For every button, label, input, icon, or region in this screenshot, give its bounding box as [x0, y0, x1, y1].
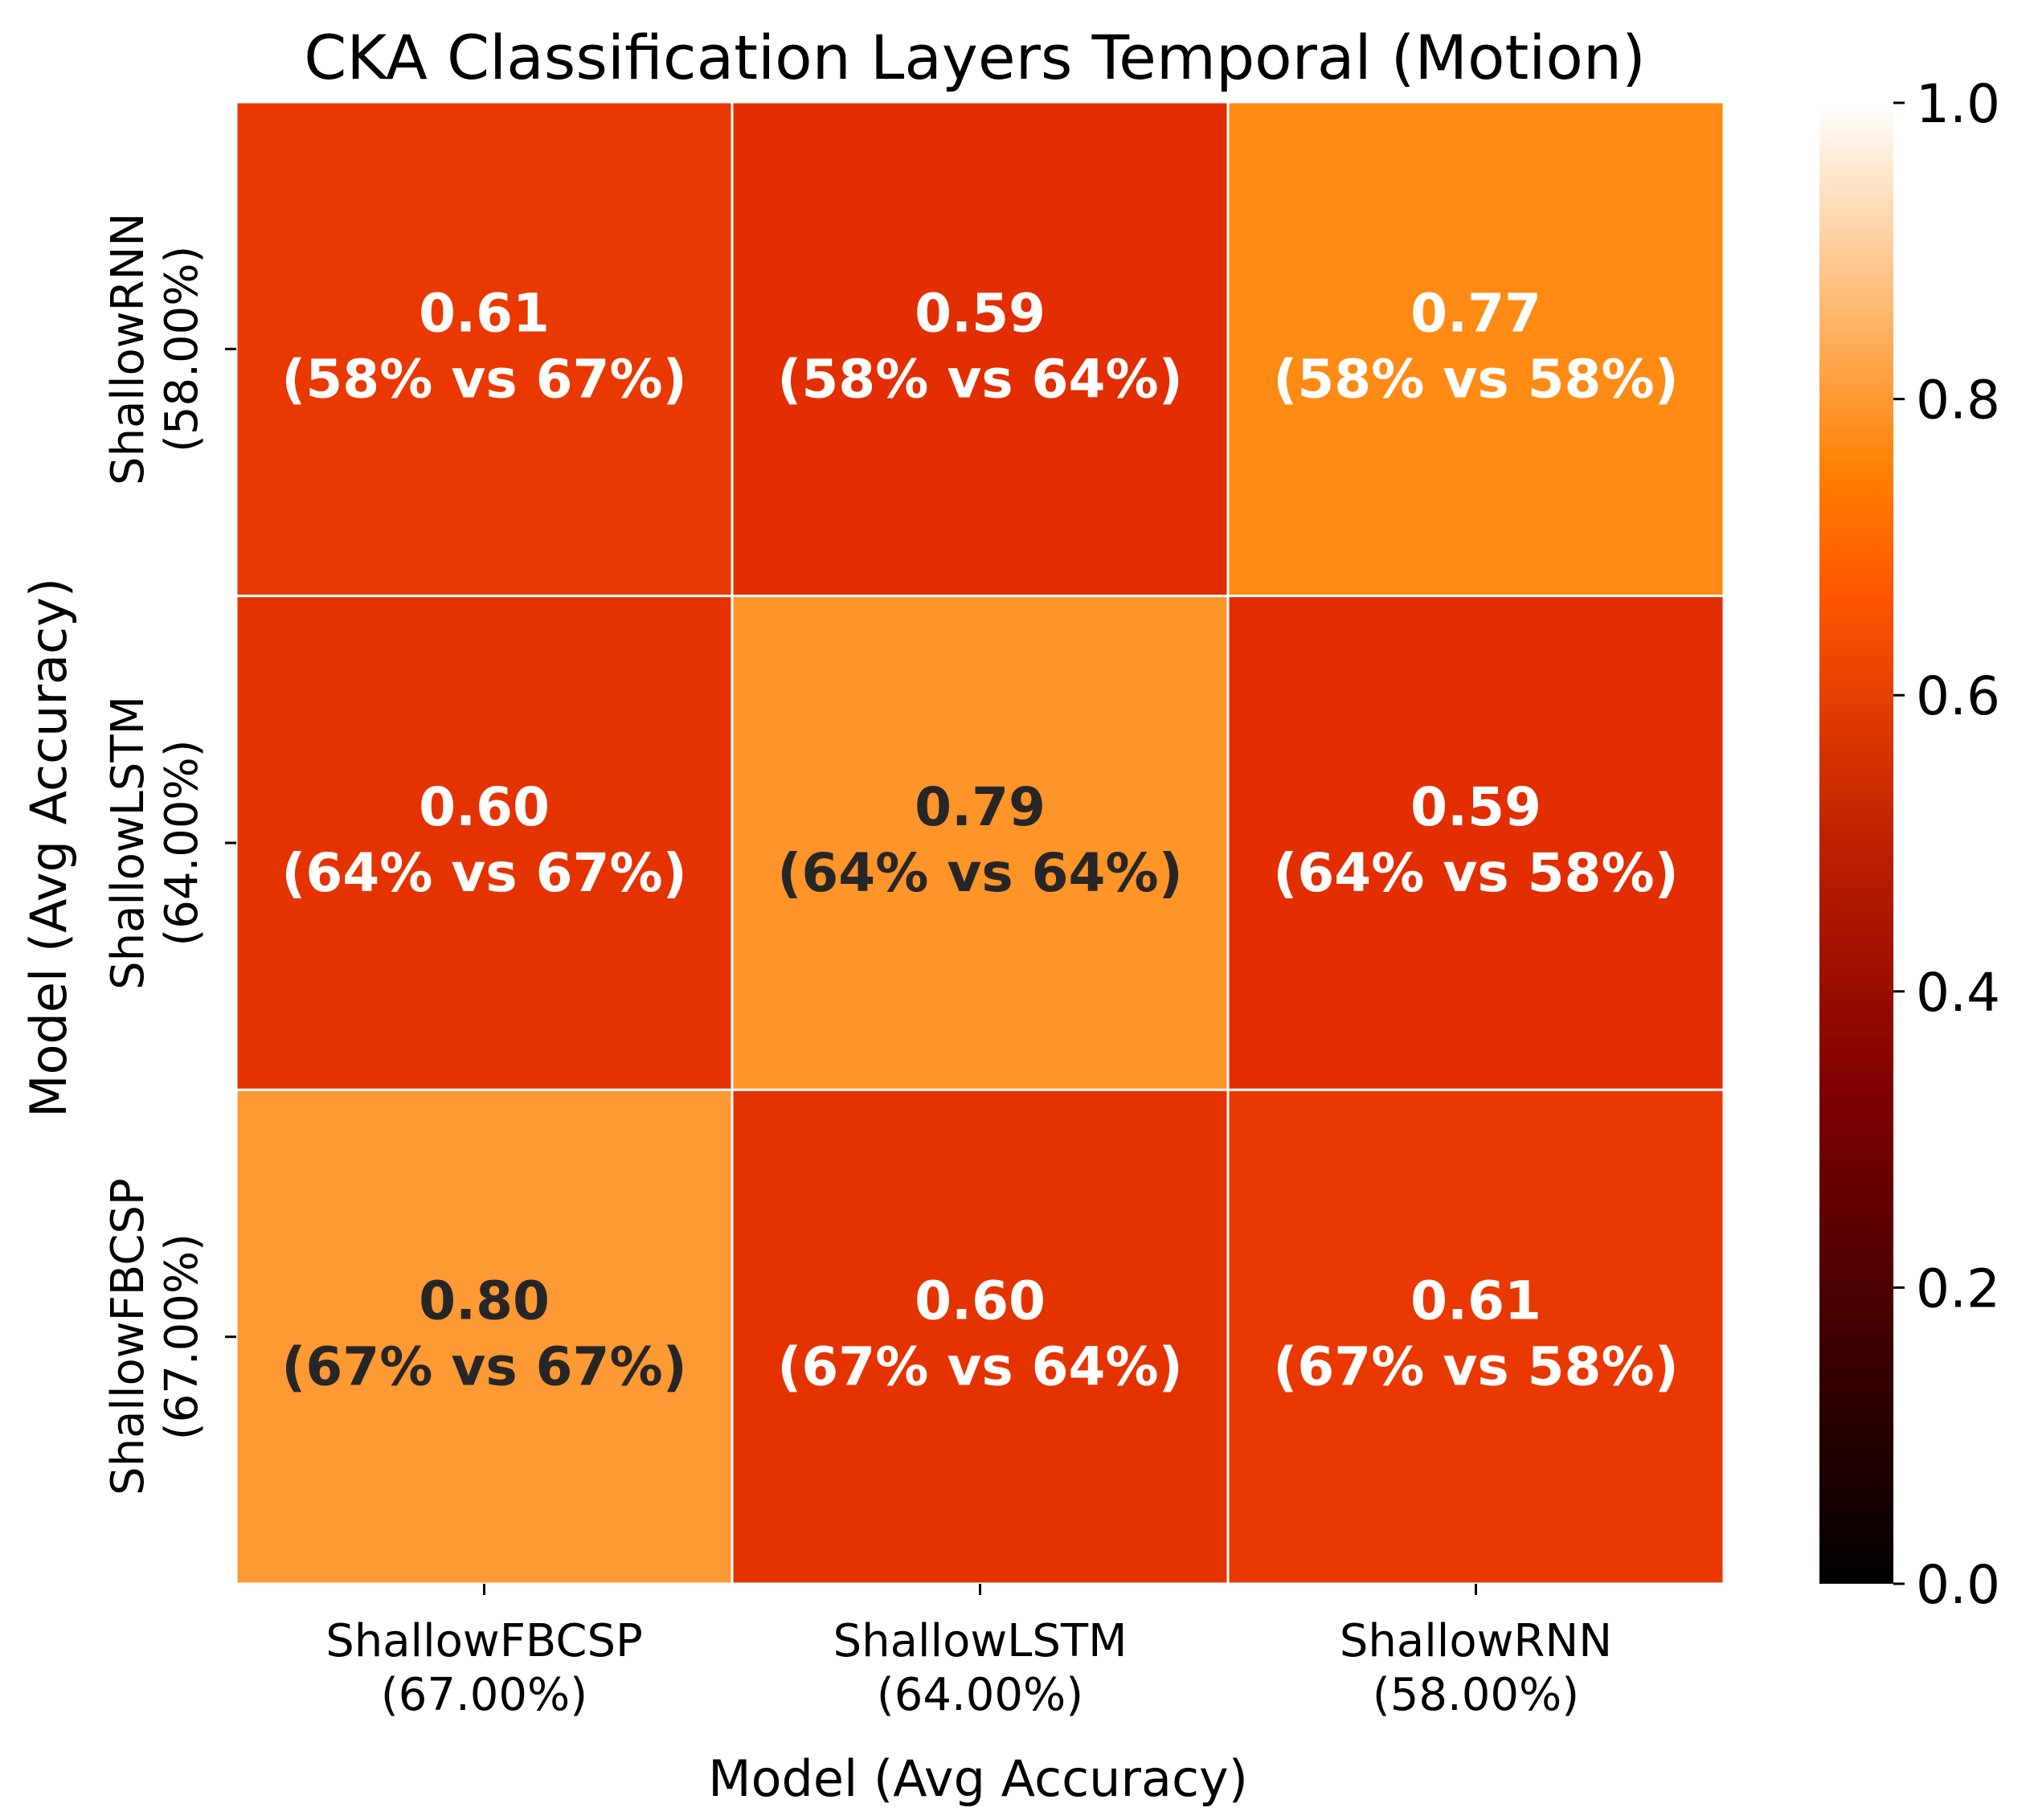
x-tick-label: ShallowFBCSP — [325, 1615, 643, 1667]
cell-comparison-label: (58% vs 58%) — [1273, 348, 1679, 410]
x-tick-accuracy: (67.00%) — [381, 1669, 587, 1721]
cell-value-label: 0.61 — [1410, 1270, 1541, 1332]
cell-value-label: 0.61 — [419, 282, 550, 344]
cell-value-label: 0.77 — [1410, 282, 1541, 344]
heatmap-cell — [1226, 595, 1725, 1091]
y-tick-label: ShallowFBCSP — [102, 1178, 154, 1495]
colorbar-tick-label: 0.0 — [1916, 1554, 2000, 1616]
cell-value-label: 0.60 — [419, 776, 550, 838]
chart-title: CKA Classification Layers Temporal (Moti… — [304, 22, 1645, 93]
heatmap-cell — [1226, 100, 1725, 598]
cell-comparison-label: (67% vs 67%) — [281, 1336, 687, 1398]
x-tick-label: ShallowLSTM — [833, 1615, 1128, 1667]
heatmap-cell — [235, 100, 734, 598]
colorbar-tick-label: 0.8 — [1916, 370, 2000, 431]
y-tick-accuracy: (67.00%) — [156, 1233, 208, 1440]
heatmap-cell — [235, 1088, 734, 1585]
x-tick-accuracy: (64.00%) — [877, 1669, 1083, 1721]
cell-comparison-label: (58% vs 67%) — [281, 348, 687, 410]
cell-comparison-label: (64% vs 58%) — [1273, 842, 1679, 904]
cell-value-label: 0.80 — [419, 1270, 550, 1332]
cell-comparison-label: (58% vs 64%) — [777, 348, 1183, 410]
heatmap-cell — [235, 595, 734, 1091]
x-tick-accuracy: (58.00%) — [1373, 1669, 1579, 1721]
cell-value-label: 0.60 — [915, 1270, 1046, 1332]
colorbar-tick-label: 0.4 — [1916, 962, 2000, 1024]
cell-comparison-label: (67% vs 58%) — [1273, 1336, 1679, 1398]
colorbar — [1819, 103, 1893, 1584]
cell-comparison-label: (64% vs 64%) — [777, 842, 1183, 904]
y-tick-accuracy: (64.00%) — [156, 739, 208, 946]
heatmap-cell — [731, 595, 1230, 1091]
heatmap-cell — [731, 1088, 1230, 1585]
x-tick-label: ShallowRNN — [1340, 1615, 1612, 1667]
x-axis-label: Model (Avg Accuracy) — [708, 1749, 1248, 1808]
y-tick-label: ShallowLSTM — [102, 696, 154, 990]
colorbar-tick-label: 0.2 — [1916, 1258, 2000, 1319]
y-axis-label: Model (Avg Accuracy) — [19, 578, 78, 1118]
colorbar-tick-label: 1.0 — [1916, 73, 2000, 135]
heatmap-cell — [731, 100, 1230, 598]
y-tick-accuracy: (58.00%) — [156, 246, 208, 452]
colorbar-tick-label: 0.6 — [1916, 665, 2000, 727]
cell-comparison-label: (64% vs 67%) — [281, 842, 687, 904]
cell-value-label: 0.59 — [1410, 776, 1541, 838]
cell-value-label: 0.79 — [915, 776, 1046, 838]
y-tick-label: ShallowRNN — [102, 213, 154, 485]
cell-comparison-label: (67% vs 64%) — [777, 1336, 1183, 1398]
cell-value-label: 0.59 — [915, 282, 1046, 344]
